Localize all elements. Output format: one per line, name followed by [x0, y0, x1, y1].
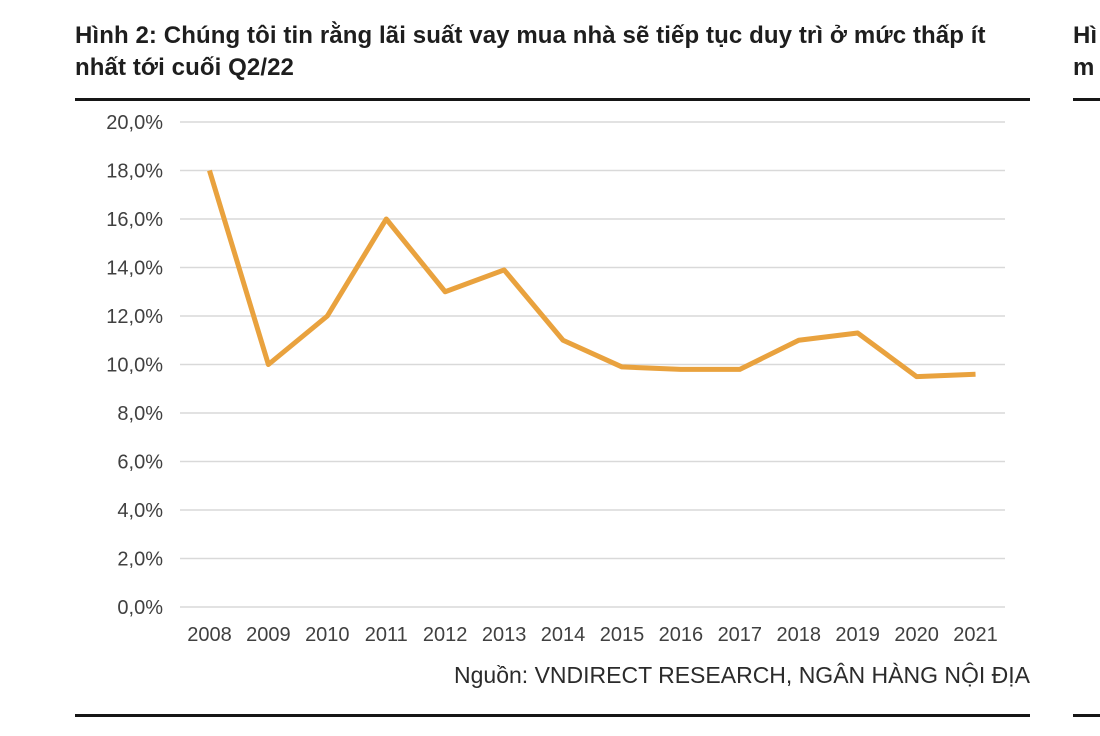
next-figure-title-line2: m	[1073, 54, 1095, 81]
x-tick-label: 2009	[246, 624, 291, 646]
mortgage-rate-line-chart: 20,0% 18,0% 16,0% 14,0% 12,0% 10,0% 8,0% 6,0% 4,…	[75, 110, 1030, 650]
next-figure-title-line1: Hì	[1073, 22, 1097, 49]
x-tick-label: 2013	[482, 624, 527, 646]
figure-title: Hình 2: Chúng tôi tin rằng lãi suất vay …	[75, 22, 986, 81]
x-tick-label: 2019	[835, 624, 880, 646]
x-tick-label: 2020	[894, 624, 939, 646]
y-tick-label: 20,0%	[106, 112, 163, 134]
y-tick-label: 10,0%	[106, 355, 163, 377]
y-tick-label: 0,0%	[117, 597, 163, 619]
y-tick-label: 6,0%	[117, 452, 163, 474]
y-tick-label: 16,0%	[106, 209, 163, 231]
y-tick-label: 14,0%	[106, 258, 163, 280]
x-tick-label: 2010	[305, 624, 350, 646]
y-tick-label: 2,0%	[117, 549, 163, 571]
next-figure-bottom-divider	[1073, 714, 1100, 717]
title-divider	[75, 98, 1030, 101]
x-tick-label: 2018	[777, 624, 822, 646]
y-tick-label: 4,0%	[117, 500, 163, 522]
x-tick-label: 2017	[718, 624, 763, 646]
mortgage-rate-series-line	[207, 169, 976, 380]
x-tick-label: 2008	[187, 624, 232, 646]
y-tick-label: 18,0%	[106, 161, 163, 183]
y-tick-label: 12,0%	[106, 306, 163, 328]
x-tick-label: 2016	[659, 624, 704, 646]
x-tick-label: 2014	[541, 624, 586, 646]
next-figure-fragment: Hì m	[1073, 0, 1100, 736]
bottom-divider	[75, 714, 1030, 717]
chart-canvas: 20,0% 18,0% 16,0% 14,0% 12,0% 10,0% 8,0% 6,0% 4,…	[106, 112, 1005, 646]
figure-2-panel: Hình 2: Chúng tôi tin rằng lãi suất vay …	[75, 0, 1030, 736]
x-tick-label: 2015	[600, 624, 645, 646]
x-tick-label: 2011	[365, 624, 408, 646]
y-tick-label: 8,0%	[117, 403, 163, 425]
x-tick-label: 2021	[953, 624, 998, 646]
next-figure-title-fragment: Hì m	[1073, 20, 1097, 84]
source-caption: Nguồn: VNDIRECT RESEARCH, NGÂN HÀNG NỘI …	[454, 662, 1030, 688]
x-tick-label: 2012	[423, 624, 468, 646]
next-figure-title-divider	[1073, 98, 1100, 101]
